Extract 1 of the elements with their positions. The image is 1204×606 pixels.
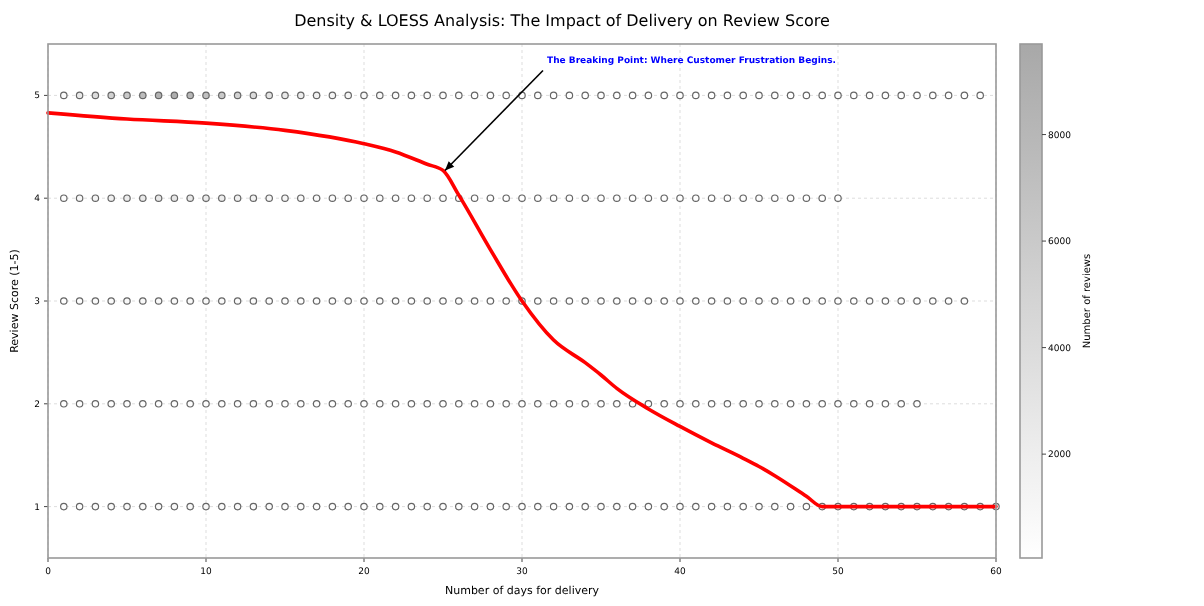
chart-title: Density & LOESS Analysis: The Impact of Delivery on Review Score	[294, 12, 830, 30]
